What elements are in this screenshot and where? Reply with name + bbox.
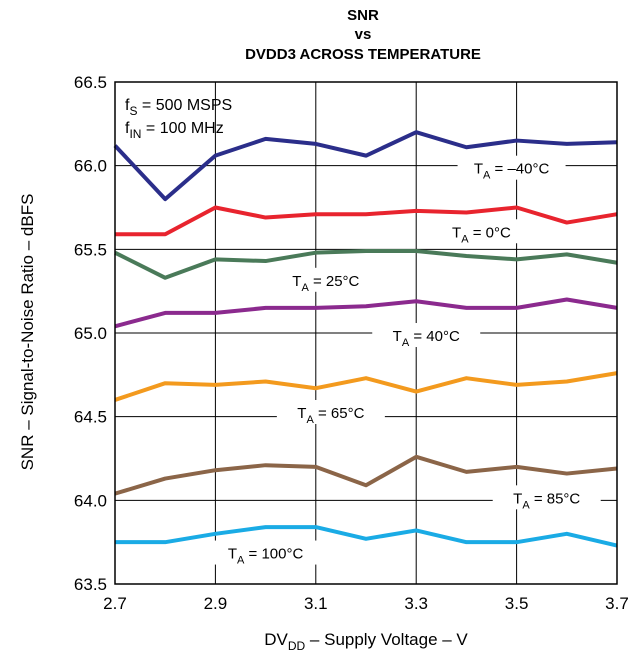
series-line [114,371,618,402]
y-tick-label: 65.5 [74,240,107,259]
series-line [113,130,618,202]
series-label-backdrop [492,485,601,510]
plot-frame [114,81,618,585]
chart-subtitle: DVDD3 ACROSS TEMPERATURE [245,46,481,63]
x-tick-label: 3.3 [404,594,428,613]
series-label: TA = 40°C [393,328,460,349]
series-label: TA = 85°C [513,490,580,511]
series-line [114,454,618,496]
series-label: TA = –40°C [474,161,550,182]
series-label-backdrop [211,540,320,565]
x-tick-label: 2.9 [204,594,228,613]
series-label: TA = 25°C [292,273,359,294]
series-label-backdrop [276,399,385,424]
y-tick-label: 63.5 [74,575,107,594]
y-tick-labels: 63.5 64.0 64.5 65.0 65.5 66.0 66.5 [74,73,107,594]
y-tick-label: 64.5 [74,408,107,427]
y-axis-label: SNR – Signal-to-Noise Ratio – dBFS [18,194,37,471]
series-line [115,205,618,237]
sampling-frequency-note: fS = 500 MSPS [125,97,232,118]
series-labels: TA = –40°C TA = 0°C TA = 25°C TA = 40°C TA =… [211,155,601,567]
y-tick-label: 66.0 [74,157,107,176]
chart-title: SNR [347,7,379,24]
y-tick-label: 64.0 [74,491,107,510]
chart-title-vs: vs [355,26,372,43]
series-label-backdrop [457,155,566,180]
series-label: TA = 65°C [297,405,364,426]
x-tick-label: 3.5 [505,594,529,613]
series-line [114,297,618,329]
series-label: TA = 0°C [452,224,511,245]
y-tick-label: 65.0 [74,324,107,343]
x-tick-labels: 2.7 2.9 3.1 3.3 3.5 3.7 [103,594,629,613]
series-label-backdrop [271,267,380,292]
x-tick-label: 2.7 [103,594,127,613]
series-label-backdrop [372,323,481,348]
series-lines [113,130,618,548]
series-label: TA = 100°C [228,546,304,567]
x-axis-label: DVDD – Supply Voltage – V [264,630,468,653]
y-tick-label: 66.5 [74,73,107,92]
series-line [115,525,618,548]
x-tick-label: 3.7 [605,594,629,613]
x-tick-label: 3.1 [304,594,328,613]
series-line [114,249,618,280]
series-label-backdrop [427,219,536,244]
input-frequency-note: fIN = 100 MHz [125,120,224,141]
